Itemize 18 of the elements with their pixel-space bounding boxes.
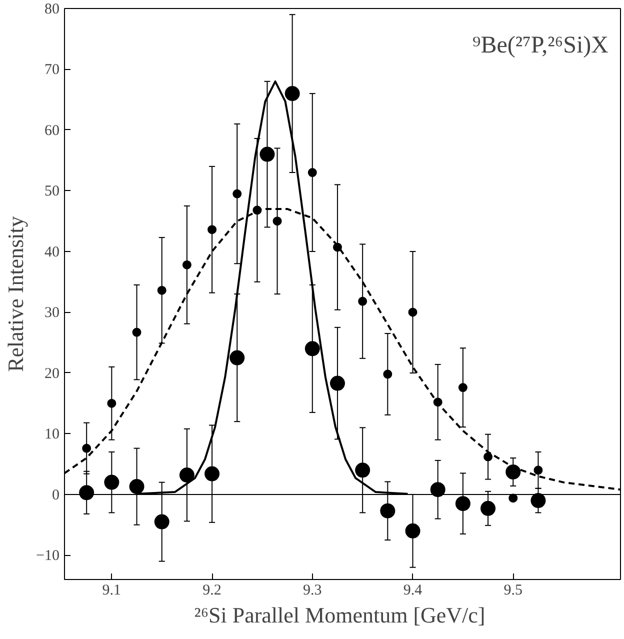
y-tick-label: 10 [44,426,60,443]
x-tick-label: 9.2 [202,582,222,598]
y-tick-label: 20 [44,366,60,382]
annotation: ⁹Be(²⁷P,²⁶Si)X [472,32,608,58]
x-tick-label: 9.3 [303,582,322,598]
x-tick-label: 9.1 [102,582,122,598]
x-tick-label: 9.5 [504,582,522,598]
y-tick-label: 70 [44,62,60,78]
y-tick-label: 60 [44,122,60,139]
y-tick-label: 50 [44,184,60,200]
y-axis-title: Relative Intensity [3,216,28,372]
y-tick-label: 0 [52,487,60,504]
y-tick-label: 80 [44,2,60,18]
x-axis-title: ²⁶Si Parallel Momentum [GeV/c] [194,602,486,628]
x-tick-label: 9.4 [403,582,423,598]
y-tick-label: 40 [44,244,60,260]
y-tick-label: −10 [36,548,60,564]
y-tick-label: 30 [44,305,60,322]
